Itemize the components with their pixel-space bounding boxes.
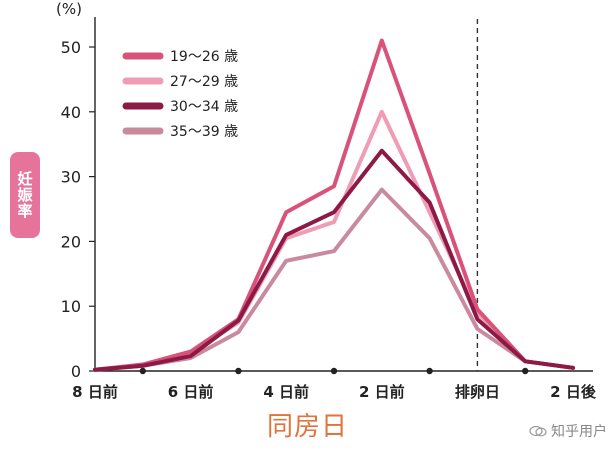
y-tick-label: 20 — [61, 232, 81, 251]
y-tick-label: 0 — [71, 362, 81, 381]
y-tick-label: 10 — [61, 297, 81, 316]
x-axis-label: 同房日 — [266, 412, 348, 442]
series-line — [93, 148, 575, 372]
watermark-text: 知乎用户 — [551, 424, 607, 440]
legend-label: 27～29 歳 — [170, 74, 238, 90]
x-tick-label: 8 日前 — [72, 383, 118, 401]
watermark: 知乎用户 — [529, 421, 607, 441]
y-unit-label: (%) — [56, 0, 82, 18]
y-tick-label: 50 — [61, 38, 81, 57]
x-tick-dot — [139, 367, 146, 375]
x-tick-dot — [426, 367, 433, 375]
y-tick-label: 40 — [61, 103, 81, 122]
x-tick-label: 2 日後 — [550, 383, 597, 401]
x-tick-dot — [235, 367, 242, 375]
x-tick-label: 排卵日 — [455, 383, 500, 401]
legend-label: 35～39 歳 — [170, 124, 238, 140]
x-tick-dot — [330, 367, 338, 375]
series-line — [93, 38, 575, 372]
x-tick-label: 6 日前 — [168, 383, 214, 401]
x-tick-label: 4 日前 — [263, 383, 309, 401]
x-tick-label: 2 日前 — [359, 383, 405, 401]
series-line — [93, 109, 575, 372]
legend-label: 19～26 歳 — [170, 49, 238, 65]
legend-label: 30～34 歳 — [170, 99, 238, 115]
chat-icon — [529, 425, 547, 437]
x-tick-dot — [522, 367, 529, 375]
y-tick-label: 30 — [61, 168, 81, 187]
y-axis-label: 妊娠率 — [10, 152, 40, 238]
